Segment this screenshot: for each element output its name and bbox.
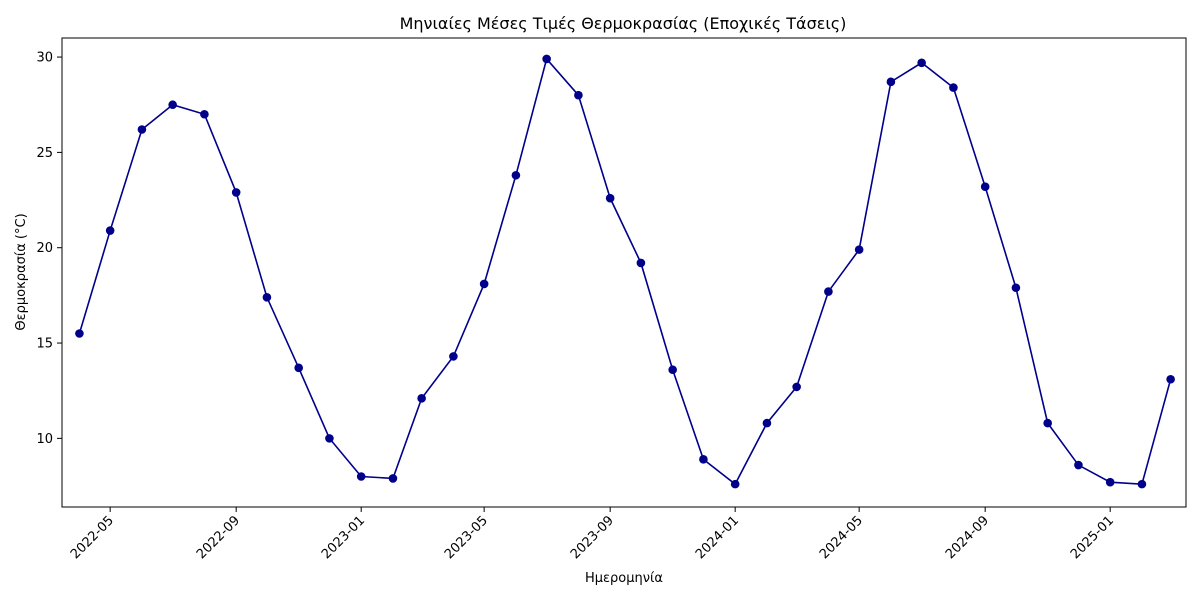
- data-point: [1137, 479, 1147, 489]
- data-point: [325, 434, 334, 443]
- data-point: [854, 245, 864, 254]
- data-point: [75, 329, 84, 338]
- data-point: [1074, 460, 1083, 470]
- data-point: [574, 90, 583, 100]
- x-tick-label: 2022-05: [68, 513, 117, 562]
- data-point: [449, 352, 458, 361]
- data-point: [417, 394, 426, 403]
- data-point: [231, 188, 241, 197]
- data-point: [1043, 418, 1052, 428]
- data-point: [356, 472, 366, 481]
- data-point: [262, 292, 272, 302]
- plot-area: [75, 54, 1175, 489]
- y-tick-label: 20: [36, 241, 53, 256]
- data-point: [511, 170, 521, 180]
- data-point: [137, 125, 147, 134]
- data-point: [105, 226, 115, 235]
- data-point: [388, 474, 398, 483]
- x-tick-label: 2025-01: [1068, 513, 1117, 562]
- data-point: [1166, 374, 1175, 384]
- data-point: [949, 83, 958, 92]
- data-point: [792, 382, 801, 392]
- data-point: [168, 100, 177, 110]
- data-point: [636, 258, 646, 268]
- y-tick-label: 30: [36, 51, 53, 66]
- x-tick-label: 2023-05: [442, 513, 491, 562]
- data-point: [980, 182, 990, 192]
- data-point: [762, 418, 772, 428]
- data-point: [824, 287, 833, 296]
- series-line: [78, 57, 1172, 486]
- y-tick-label: 25: [36, 146, 53, 161]
- data-point: [1105, 477, 1115, 487]
- x-axis-label: Ημερομηνία: [585, 571, 663, 586]
- y-tick-label: 10: [36, 432, 53, 447]
- data-point: [479, 279, 489, 289]
- data-point: [542, 54, 551, 64]
- data-point: [294, 363, 303, 373]
- y-axis-label: Θερμοκρασία (°C): [14, 213, 29, 330]
- x-tick-label: 2023-01: [319, 513, 368, 562]
- x-tick-label: 2022-09: [194, 513, 243, 562]
- data-point: [668, 365, 677, 375]
- x-tick-label: 2024-01: [693, 513, 742, 562]
- x-tick-label: 2023-09: [568, 513, 617, 562]
- data-point: [886, 77, 896, 87]
- data-point: [200, 109, 209, 119]
- data-point: [730, 479, 740, 489]
- plot-frame: [61, 37, 1187, 508]
- chart-title: Μηνιαίες Μέσες Τιμές Θερμοκρασίας (Εποχι…: [400, 14, 847, 33]
- x-tick-label: 2024-09: [943, 513, 992, 562]
- y-tick-label: 15: [36, 337, 53, 352]
- x-tick-label: 2024-05: [817, 513, 866, 562]
- data-point: [917, 58, 926, 68]
- data-point: [699, 455, 708, 464]
- x-axis: 2022-05 2022-09 2023-01 2023-05 2023-09 2024-…: [68, 507, 1117, 562]
- y-axis: 10 15 20 25 30: [36, 51, 62, 447]
- data-point: [605, 193, 615, 203]
- data-point: [1011, 283, 1021, 293]
